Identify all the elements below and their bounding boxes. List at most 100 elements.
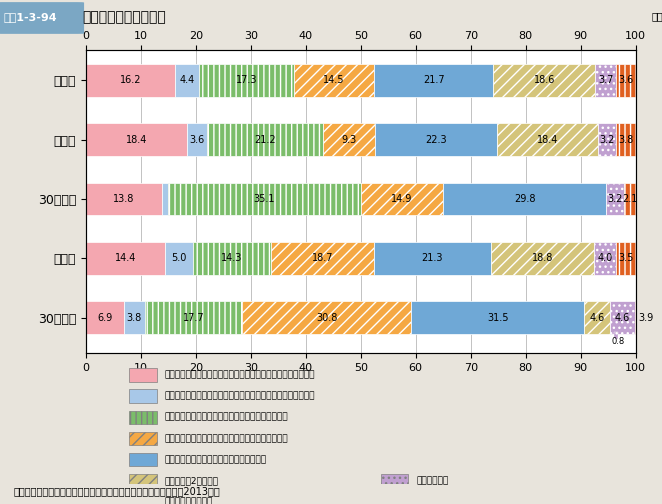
Bar xyxy=(199,64,295,97)
Text: 資料：内閣府「家族と地域における子育てに関する意識調査」（2013年）: 資料：内閣府「家族と地域における子育てに関する意識調査」（2013年） xyxy=(13,486,220,496)
Bar xyxy=(124,301,145,334)
Bar xyxy=(616,123,637,156)
Text: 4.4: 4.4 xyxy=(179,76,195,86)
Text: 18.7: 18.7 xyxy=(312,254,334,264)
Bar xyxy=(193,242,271,275)
Bar xyxy=(411,301,585,334)
Text: 13.8: 13.8 xyxy=(113,194,134,204)
Text: 9.3: 9.3 xyxy=(342,135,357,145)
Bar xyxy=(595,64,616,97)
Text: 3.8: 3.8 xyxy=(127,312,142,323)
Bar xyxy=(242,301,411,334)
Text: 18.6: 18.6 xyxy=(534,76,555,86)
Text: その他・わからない: その他・わからない xyxy=(164,497,213,504)
Text: ひとり暮らし: ひとり暮らし xyxy=(416,476,448,485)
Bar xyxy=(585,301,610,334)
Text: 18.4: 18.4 xyxy=(537,135,558,145)
FancyBboxPatch shape xyxy=(381,474,408,487)
Bar xyxy=(491,242,594,275)
Bar xyxy=(635,301,657,334)
Text: 3.5: 3.5 xyxy=(618,254,634,264)
Text: 親と子どもの世帯で母方の祖父母（妻の親）と近居: 親と子どもの世帯で母方の祖父母（妻の親）と近居 xyxy=(164,434,288,443)
Text: 3.2: 3.2 xyxy=(599,135,614,145)
FancyBboxPatch shape xyxy=(129,411,157,424)
Bar xyxy=(375,123,497,156)
Text: 親・子ども・母方の祖父母（妻の親）との三世代世帯（同居）: 親・子ども・母方の祖父母（妻の親）との三世代世帯（同居） xyxy=(164,392,315,401)
Text: 31.5: 31.5 xyxy=(487,312,508,323)
Text: 4.0: 4.0 xyxy=(598,254,613,264)
Text: 17.7: 17.7 xyxy=(183,312,205,323)
Bar xyxy=(606,183,624,215)
Text: 5.0: 5.0 xyxy=(171,254,187,264)
Bar xyxy=(616,242,636,275)
Text: 3.8: 3.8 xyxy=(618,135,634,145)
FancyBboxPatch shape xyxy=(129,390,157,403)
Bar xyxy=(86,123,187,156)
Text: 29.8: 29.8 xyxy=(514,194,536,204)
Bar xyxy=(271,242,374,275)
Bar xyxy=(616,64,636,97)
Bar xyxy=(594,242,616,275)
Bar xyxy=(374,64,493,97)
Text: 21.2: 21.2 xyxy=(254,135,276,145)
FancyBboxPatch shape xyxy=(129,432,157,445)
Bar xyxy=(86,183,162,215)
Bar xyxy=(162,183,168,215)
Text: 14.9: 14.9 xyxy=(391,194,412,204)
FancyBboxPatch shape xyxy=(0,2,84,34)
Text: 18.4: 18.4 xyxy=(126,135,148,145)
Text: 2.1: 2.1 xyxy=(622,194,638,204)
Text: 22.3: 22.3 xyxy=(425,135,447,145)
Bar xyxy=(175,64,199,97)
Bar xyxy=(614,332,618,339)
Bar xyxy=(497,123,598,156)
Bar xyxy=(624,183,636,215)
Text: 4.6: 4.6 xyxy=(589,312,604,323)
Bar xyxy=(443,183,606,215)
Text: 17.3: 17.3 xyxy=(236,76,258,86)
Bar xyxy=(207,123,324,156)
Text: 親・子ども・父方の祖父母（夫の親）との三世代世帯（同居）: 親・子ども・父方の祖父母（夫の親）との三世代世帯（同居） xyxy=(164,370,315,380)
Text: 21.3: 21.3 xyxy=(422,254,444,264)
Text: 0.8: 0.8 xyxy=(612,337,625,346)
Bar xyxy=(324,123,375,156)
Bar xyxy=(86,64,175,97)
Bar xyxy=(145,301,242,334)
Text: 3.2: 3.2 xyxy=(608,194,623,204)
FancyBboxPatch shape xyxy=(129,368,157,382)
Bar xyxy=(610,301,635,334)
Text: 14.3: 14.3 xyxy=(221,254,243,264)
Bar xyxy=(166,242,193,275)
Text: 30.8: 30.8 xyxy=(316,312,338,323)
Text: 3.6: 3.6 xyxy=(189,135,205,145)
Bar xyxy=(361,183,443,215)
FancyBboxPatch shape xyxy=(129,495,157,504)
Text: 親と子どもの世帯で父方の祖父母（夫の親）と近居: 親と子どもの世帯で父方の祖父母（夫の親）と近居 xyxy=(164,413,288,422)
Bar xyxy=(374,242,491,275)
Text: 3.7: 3.7 xyxy=(598,76,613,86)
Text: 図表1-3-94: 図表1-3-94 xyxy=(3,12,57,22)
FancyBboxPatch shape xyxy=(129,474,157,487)
Text: 理想の家族の住まい方: 理想の家族の住まい方 xyxy=(83,10,167,24)
Bar xyxy=(598,123,616,156)
Text: 6.9: 6.9 xyxy=(97,312,113,323)
Text: 3.6: 3.6 xyxy=(618,76,634,86)
Text: 18.8: 18.8 xyxy=(532,254,553,264)
Text: 21.7: 21.7 xyxy=(423,76,444,86)
Bar xyxy=(295,64,374,97)
Bar xyxy=(168,183,361,215)
FancyBboxPatch shape xyxy=(129,453,157,466)
Text: 夫婦のみの2人暮らし: 夫婦のみの2人暮らし xyxy=(164,476,218,485)
Text: 14.4: 14.4 xyxy=(115,254,136,264)
Bar xyxy=(493,64,595,97)
Text: 3.9: 3.9 xyxy=(638,312,653,323)
Text: 4.6: 4.6 xyxy=(615,312,630,323)
Bar xyxy=(187,123,207,156)
Bar xyxy=(86,301,124,334)
Text: （％）: （％） xyxy=(652,11,662,21)
Text: 35.1: 35.1 xyxy=(254,194,275,204)
Text: 14.5: 14.5 xyxy=(324,76,345,86)
Bar xyxy=(86,242,166,275)
Text: 親と子どもの世帯で祖父母とは離れて住む: 親と子どもの世帯で祖父母とは離れて住む xyxy=(164,455,267,464)
Text: 16.2: 16.2 xyxy=(120,76,141,86)
